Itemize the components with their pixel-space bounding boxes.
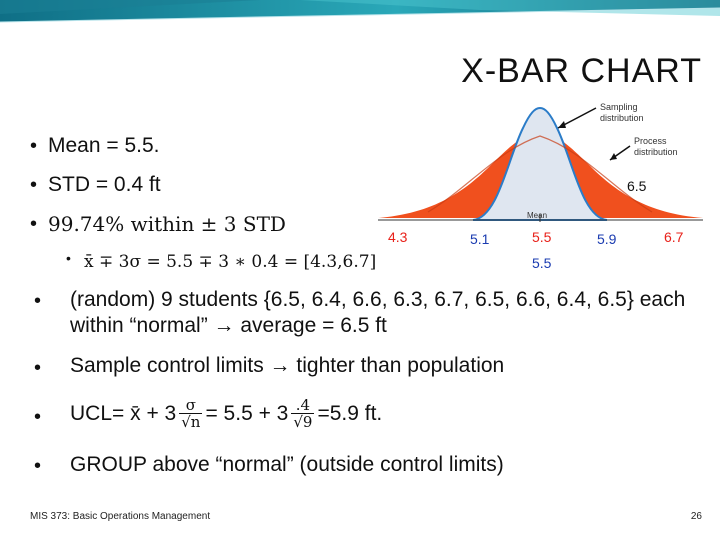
sampling-distribution-curve xyxy=(472,106,608,221)
page-number: 26 xyxy=(690,511,702,522)
slide-title: X-BAR CHART xyxy=(461,52,702,90)
bullet-sample: Sample control limits → tighter than pop… xyxy=(70,354,505,377)
bullet-random-line1: (random) 9 students {6.5, 6.4, 6.6, 6.3,… xyxy=(70,288,686,311)
annotation-5-9: 5.9 xyxy=(597,231,617,247)
annotation-5-5-bottom: 5.5 xyxy=(532,255,552,271)
bullet-std: STD = 0.4 ft xyxy=(48,173,161,196)
sigma-over-root-n: σ √n xyxy=(179,396,203,431)
header-banner xyxy=(0,0,720,23)
mean-axis-label: Mean xyxy=(527,211,548,220)
bullet-random-line2: within “normal” → average = 6.5 ft xyxy=(70,314,387,337)
bullet-percent: 99.74% within ± 3 STD xyxy=(48,212,286,236)
annotation-5-5-top: 5.5 xyxy=(532,229,552,245)
distribution-figure: Sampling distribution Process distributi… xyxy=(378,98,703,226)
svg-text:distribution: distribution xyxy=(634,147,678,157)
annotation-6-5: 6.5 xyxy=(627,178,647,194)
process-label: Process xyxy=(634,136,667,146)
annotation-5-1: 5.1 xyxy=(470,231,490,247)
bullet-mean: Mean = 5.5. xyxy=(48,134,160,157)
svg-text:distribution: distribution xyxy=(600,113,644,123)
bullet-group: GROUP above “normal” (outside control li… xyxy=(70,453,504,476)
sampling-label: Sampling xyxy=(600,102,638,112)
bullet-sub-formula: x̄ ∓ 3σ = 5.5 ∓ 3 ∗ 0.4 = [4.3,6.7] xyxy=(84,252,377,272)
point4-over-root9: .4 √9 xyxy=(291,396,315,431)
annotation-6-7: 6.7 xyxy=(664,229,684,245)
bullet-ucl: UCL= x̄ + 3 σ √n = 5.5 + 3 .4 √9 =5.9 ft. xyxy=(70,396,383,431)
footer-course: MIS 373: Basic Operations Management xyxy=(30,511,211,522)
annotation-4-3: 4.3 xyxy=(388,229,408,245)
